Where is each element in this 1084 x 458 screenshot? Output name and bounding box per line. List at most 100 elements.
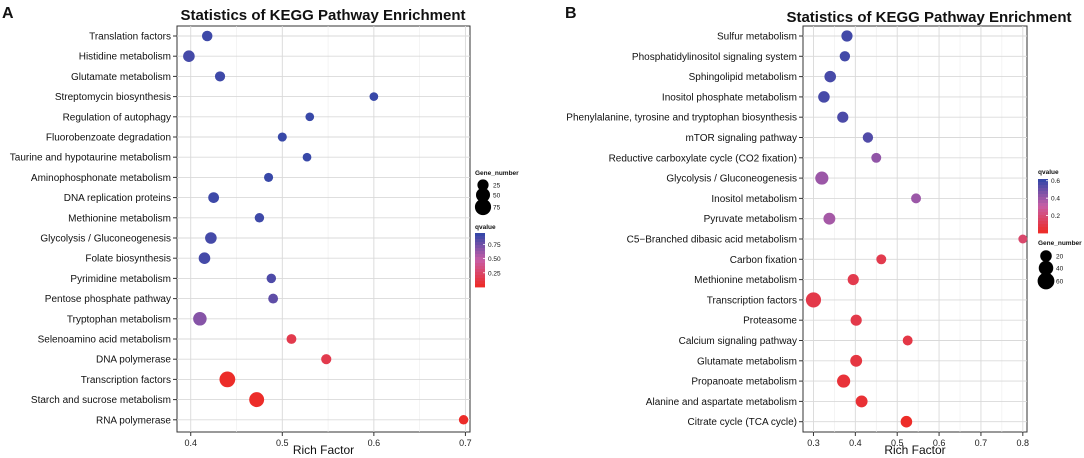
panel-b-color-legend-segment: [1038, 185, 1048, 189]
panel-b-y-tick-label: C5−Branched dibasic acid metabolism: [627, 235, 797, 246]
panel-a-y-tick-label: Starch and sucrose metabolism: [31, 395, 171, 406]
panel-b-x-tick-label: 0.5: [891, 438, 904, 448]
panel-a-y-tick-label: Transcription factors: [81, 375, 171, 386]
panel-b-y-tick-label: Calcium signaling pathway: [679, 336, 797, 347]
panel-a-y-tick-label: Glycolysis / Gluconeogenesis: [40, 234, 171, 245]
panel-b-data-point: [850, 354, 863, 367]
panel-b-data-point: [818, 91, 830, 103]
panel-b-y-tick-label: Phenylalanine, tyrosine and tryptophan b…: [566, 113, 797, 124]
panel-b-data-point: [815, 171, 829, 185]
panel-a-color-legend-segment: [475, 245, 485, 249]
panel-b-data-point: [871, 152, 882, 163]
panel-b-x-tick-label: 0.4: [849, 438, 862, 448]
panel-a-color-legend-label: 0.25: [488, 270, 501, 277]
panel-b-color-legend-segment: [1038, 197, 1048, 201]
panel-b-y-tick-label: Glycolysis / Gluconeogenesis: [666, 174, 797, 185]
panel-b-y-tick-label: Pyruvate metabolism: [704, 214, 797, 225]
panel-b-y-tick-label: Sphingolipid metabolism: [689, 72, 797, 83]
panel-a-y-tick-label: Selenoamino acid metabolism: [38, 335, 171, 346]
panel-a-x-tick-label: 0.4: [184, 438, 197, 448]
panel-a-data-point: [277, 132, 287, 142]
panel-b-color-legend-segment: [1038, 209, 1048, 213]
panel-a-color-legend-segment: [475, 278, 485, 282]
panel-a-data-point: [198, 252, 211, 264]
panel-b-data-point: [847, 274, 859, 286]
panel-a-y-tick-label: RNA polymerase: [96, 415, 171, 426]
panel-b-y-tick-label: Transcription factors: [707, 295, 797, 306]
panel-b-color-legend-segment: [1038, 188, 1048, 192]
panel-a-color-legend-segment: [475, 254, 485, 258]
panel-a-y-tick-label: Methionine metabolism: [68, 213, 171, 224]
panel-b-y-tick-label: Inositol phosphate metabolism: [662, 92, 797, 103]
panel-b-data-point: [911, 193, 922, 204]
panel-b-color-legend-segment: [1038, 200, 1048, 204]
panel-b-y-tick-label: Inositol metabolism: [711, 194, 797, 205]
panel-a-data-point: [286, 334, 297, 344]
panel-a-color-legend-segment: [475, 236, 485, 240]
panel-b-color-legend-segment: [1038, 215, 1048, 219]
panel-a-y-tick-label: Pyrimidine metabolism: [70, 274, 171, 285]
panel-b-x-tick-label: 0.3: [807, 438, 820, 448]
panel-a-data-point: [369, 92, 379, 101]
panel-a-color-legend-segment: [475, 275, 485, 279]
panel-b-color-legend-segment: [1038, 206, 1048, 210]
panel-a-y-tick-label: Tryptophan metabolism: [67, 314, 171, 325]
panel-b-color-legend-segment: [1038, 182, 1048, 186]
panel-b-color-legend-segment: [1038, 221, 1048, 225]
panel-a-size-legend-label: 75: [493, 205, 501, 212]
panel-a-size-legend-label: 50: [493, 193, 501, 200]
panel-b-data-point: [900, 415, 913, 428]
panel-a-data-point: [249, 392, 265, 408]
panel-a-color-legend-segment: [475, 266, 485, 270]
panel-b-x-tick-label: 0.8: [1017, 438, 1030, 448]
panel-b-color-legend-segment: [1038, 179, 1048, 183]
panel-b-y-tick-label: Phosphatidylinositol signaling system: [632, 52, 797, 63]
panel-b-data-point: [837, 111, 849, 123]
panel-b-color-legend-label: 0.6: [1051, 178, 1060, 185]
panel-a-data-point: [266, 273, 277, 284]
panel-a-color-legend-segment: [475, 257, 485, 261]
panel-a-y-tick-label: Translation factors: [89, 32, 171, 43]
panel-a-data-point: [208, 192, 220, 203]
panel-a-color-legend-segment: [475, 272, 485, 276]
panel-b-x-axis-label: Rich Factor: [884, 443, 945, 457]
panel-b-x-tick-label: 0.6: [933, 438, 946, 448]
panel-b-color-legend-segment: [1038, 191, 1048, 195]
panel-b-y-tick-label: Glutamate metabolism: [697, 356, 797, 367]
panel-b-x-tick-label: 0.7: [975, 438, 988, 448]
panel-b-data-point: [839, 51, 851, 62]
panel-b-color-legend-label: 0.2: [1051, 213, 1060, 220]
panel-a-data-point: [268, 293, 279, 304]
panel-a-color-legend-segment: [475, 251, 485, 255]
panel-a-data-point: [305, 112, 315, 122]
panel-a-size-legend-dot: [475, 187, 491, 203]
panel-a-size-legend-dot: [477, 179, 489, 191]
panel-b-color-legend-segment: [1038, 212, 1048, 216]
panel-a-color-legend-segment: [475, 284, 485, 288]
panel-b-y-tick-label: Citrate cycle (TCA cycle): [688, 417, 797, 428]
panel-b-data-point: [862, 132, 874, 143]
panel-b-size-legend-label: 20: [1056, 254, 1064, 261]
panel-a-y-tick-label: Glutamate metabolism: [71, 72, 171, 83]
panel-b-data-point: [824, 70, 836, 83]
panel-b-color-legend-segment: [1038, 194, 1048, 198]
panel-a-data-point: [219, 371, 236, 388]
panel-a-size-legend-label: 25: [493, 183, 501, 190]
panel-b-y-tick-label: Sulfur metabolism: [717, 32, 797, 43]
panel-a-label: A: [2, 5, 14, 22]
panel-a-y-tick-label: Pentose phosphate pathway: [45, 294, 171, 305]
panel-b-color-legend-segment: [1038, 227, 1048, 231]
panel-a-data-point: [321, 354, 332, 365]
panel-a-y-tick-label: Streptomycin biosynthesis: [55, 92, 171, 103]
panel-b-color-legend-label: 0.4: [1051, 196, 1060, 203]
panel-b-y-tick-label: Alanine and aspartate metabolism: [646, 397, 797, 408]
panel-a-data-point: [214, 71, 226, 82]
panel-b-size-legend-dot: [1037, 272, 1055, 290]
panel-a-x-tick-label: 0.5: [276, 438, 289, 448]
panel-a-x-tick-label: 0.6: [368, 438, 381, 448]
panel-a-color-legend-segment: [475, 260, 485, 264]
panel-b-y-tick-label: Reductive carboxylate cycle (CO2 fixatio…: [609, 153, 797, 164]
panel-a-y-tick-label: Folate biosynthesis: [85, 254, 171, 265]
panel-b-data-point: [850, 314, 862, 326]
panel-a-color-legend-label: 0.75: [488, 242, 501, 249]
